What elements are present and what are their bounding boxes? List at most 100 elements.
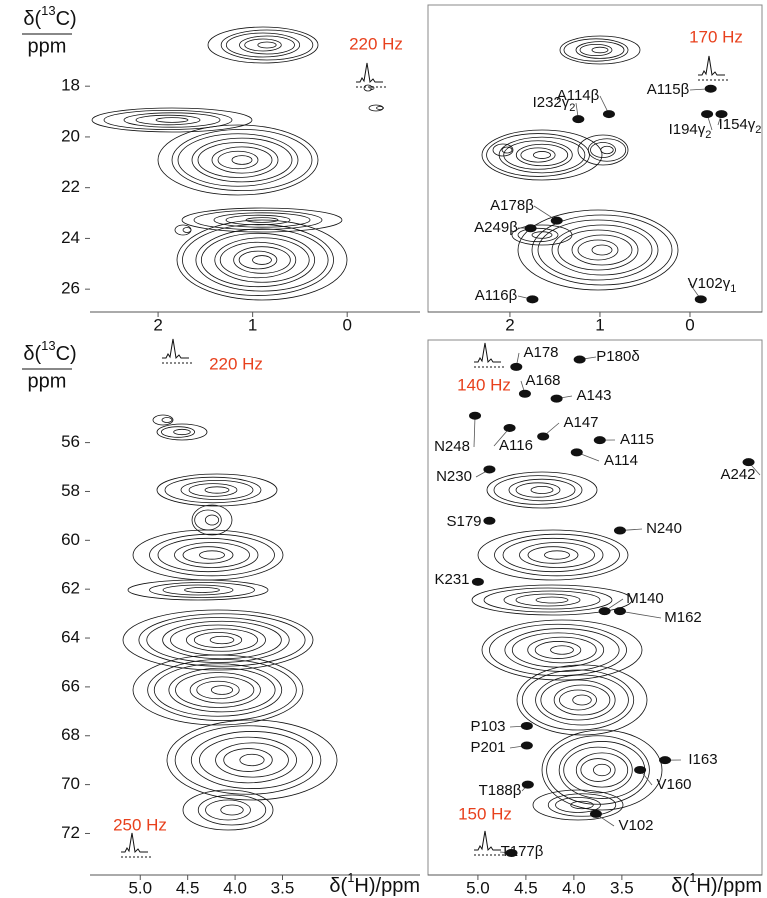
linewidth-label: 170 Hz [689, 27, 743, 46]
peak [550, 394, 563, 403]
contour-line [182, 224, 334, 296]
peak-label-text: S179 [446, 513, 481, 530]
y-tick-label: 60 [61, 530, 80, 549]
contour-line [175, 672, 261, 708]
peak-label-text: A143 [576, 387, 611, 404]
contour-line [530, 485, 554, 494]
contour-line [533, 151, 551, 159]
contour-line [204, 514, 220, 526]
contour-line [376, 106, 384, 110]
peak [715, 110, 728, 119]
contour-line [184, 587, 220, 593]
contour-line [195, 228, 329, 292]
contours [122, 414, 338, 831]
peak-label: A115β [647, 81, 690, 98]
contour-line [122, 609, 314, 671]
contour-line [138, 613, 306, 667]
contour-line [239, 753, 265, 767]
peak-label-sub: 2 [755, 124, 761, 136]
x-label-part: H)/ppm [354, 875, 420, 897]
contour-line [544, 550, 570, 560]
linewidth-label: 140 Hz [457, 375, 511, 394]
y-label: δ(13C) [23, 3, 76, 30]
peak-label-sub: 1 [730, 283, 736, 295]
y-label-sup: 13 [41, 3, 55, 18]
contour-line [532, 789, 624, 821]
peak [524, 224, 537, 233]
peak-label: A178 [523, 344, 558, 361]
x-tick-label: 1 [595, 315, 604, 334]
contour-line [190, 731, 314, 789]
contour-line [534, 641, 582, 659]
peak-label: A249β [474, 219, 518, 236]
contour-line [182, 546, 234, 564]
contour-line [527, 636, 597, 664]
x-tick-label: 5.0 [466, 878, 490, 897]
contour-line [103, 110, 233, 131]
peak [518, 389, 531, 398]
contour-line [132, 529, 284, 581]
contour-line [570, 800, 594, 810]
x-label-part: δ( [329, 875, 347, 897]
contour-line [593, 763, 611, 777]
contour-line [471, 584, 633, 616]
contour-line [521, 669, 635, 731]
peak [613, 526, 626, 535]
peak-label-text: A168 [525, 372, 560, 389]
contour-line [540, 679, 616, 721]
peak-label: A147 [563, 414, 598, 431]
peak [537, 432, 550, 441]
contour-line [559, 689, 597, 711]
contour-line [188, 483, 238, 497]
peak-label: I154γ2 [719, 116, 762, 136]
y-tick-label: 20 [61, 126, 80, 145]
contour-line [504, 628, 620, 672]
contour-line [223, 748, 273, 772]
peak-label: I194γ2 [669, 121, 712, 141]
contour-line [196, 680, 240, 700]
contour-line [515, 482, 561, 498]
contour-line [557, 229, 639, 271]
peak-label: K231 [434, 571, 469, 588]
contour-line [572, 694, 592, 706]
peak-label-text: N248 [434, 438, 470, 455]
peak-label: P201 [470, 739, 505, 756]
peak [505, 849, 518, 858]
contour-line [501, 146, 513, 154]
peak [520, 741, 533, 750]
linewidth-label: 220 Hz [349, 34, 403, 53]
y-tick-label: 66 [61, 676, 80, 695]
peak-label: A168 [525, 372, 560, 389]
contour-line [547, 793, 617, 817]
contour-line [132, 654, 304, 726]
linewidth-label: 220 Hz [209, 354, 263, 373]
peak [613, 607, 626, 616]
peak-label: I232γ2 [533, 94, 576, 114]
contour-line [257, 41, 277, 49]
x-tick-label: 4.0 [223, 878, 247, 897]
contour-line [481, 129, 603, 181]
peak [469, 411, 482, 420]
peak-label-text: A116 [499, 437, 533, 454]
peak-label-sub: 2 [569, 102, 575, 114]
contour-line [181, 207, 343, 233]
y-label-part: C) [56, 8, 77, 30]
slice-trace [474, 830, 501, 852]
contour-line [489, 623, 627, 677]
peak-label-text: I154γ [719, 116, 756, 133]
x-label: δ(1H)/ppm [671, 870, 762, 897]
contour-line [146, 617, 290, 663]
x-tick-label: 4.5 [176, 878, 200, 897]
contour-line [579, 44, 613, 57]
contour-line [571, 234, 633, 266]
contour-line [494, 533, 620, 577]
y-tick-label: 56 [61, 432, 80, 451]
peak [593, 436, 606, 445]
contour-line [152, 414, 174, 426]
contour-line [508, 478, 576, 502]
x-tick-label: 1 [248, 315, 257, 334]
contour-line [577, 134, 629, 166]
peak [483, 516, 496, 525]
contour-line [174, 725, 322, 795]
